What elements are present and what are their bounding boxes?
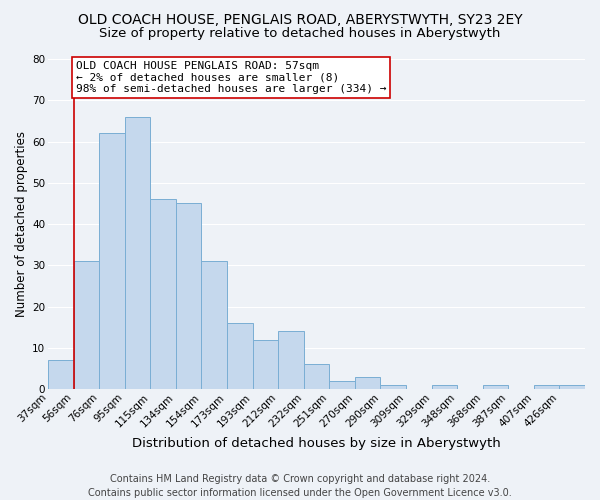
Bar [355, 376, 380, 389]
Text: Contains HM Land Registry data © Crown copyright and database right 2024.
Contai: Contains HM Land Registry data © Crown c… [88, 474, 512, 498]
Text: OLD COACH HOUSE, PENGLAIS ROAD, ABERYSTWYTH, SY23 2EY: OLD COACH HOUSE, PENGLAIS ROAD, ABERYSTW… [77, 12, 523, 26]
Bar [125, 117, 151, 389]
Text: Size of property relative to detached houses in Aberystwyth: Size of property relative to detached ho… [100, 28, 500, 40]
Text: OLD COACH HOUSE PENGLAIS ROAD: 57sqm
← 2% of detached houses are smaller (8)
98%: OLD COACH HOUSE PENGLAIS ROAD: 57sqm ← 2… [76, 61, 386, 94]
X-axis label: Distribution of detached houses by size in Aberystwyth: Distribution of detached houses by size … [132, 437, 501, 450]
Bar [202, 261, 227, 389]
Bar [431, 385, 457, 389]
Bar [176, 204, 202, 389]
Bar [227, 323, 253, 389]
Bar [483, 385, 508, 389]
Bar [253, 340, 278, 389]
Bar [534, 385, 559, 389]
Y-axis label: Number of detached properties: Number of detached properties [15, 131, 28, 317]
Bar [380, 385, 406, 389]
Bar [74, 261, 99, 389]
Bar [559, 385, 585, 389]
Bar [304, 364, 329, 389]
Bar [329, 381, 355, 389]
Bar [48, 360, 74, 389]
Bar [99, 134, 125, 389]
Bar [278, 332, 304, 389]
Bar [151, 200, 176, 389]
